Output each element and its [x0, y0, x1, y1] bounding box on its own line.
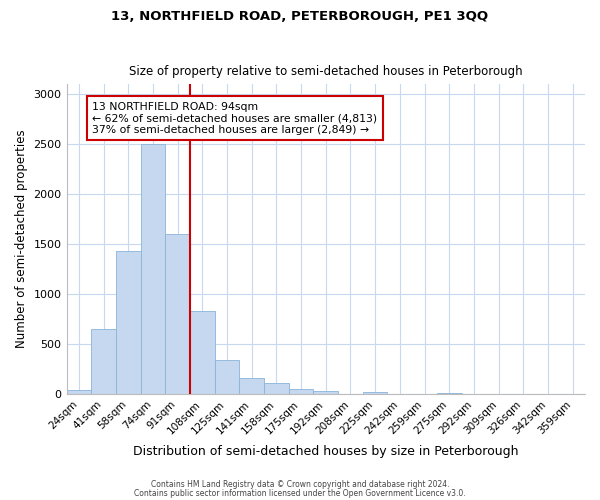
Bar — [313, 392, 338, 394]
X-axis label: Distribution of semi-detached houses by size in Peterborough: Distribution of semi-detached houses by … — [133, 444, 518, 458]
Text: 13 NORTHFIELD ROAD: 94sqm
← 62% of semi-detached houses are smaller (4,813)
37% : 13 NORTHFIELD ROAD: 94sqm ← 62% of semi-… — [92, 102, 377, 135]
Bar — [165, 234, 190, 394]
Bar — [363, 392, 388, 394]
Bar — [289, 390, 313, 394]
Bar — [91, 330, 116, 394]
Bar — [239, 378, 264, 394]
Text: Contains public sector information licensed under the Open Government Licence v3: Contains public sector information licen… — [134, 488, 466, 498]
Bar — [190, 312, 215, 394]
Title: Size of property relative to semi-detached houses in Peterborough: Size of property relative to semi-detach… — [129, 66, 523, 78]
Bar — [67, 390, 91, 394]
Bar — [140, 144, 165, 395]
Text: 13, NORTHFIELD ROAD, PETERBOROUGH, PE1 3QQ: 13, NORTHFIELD ROAD, PETERBOROUGH, PE1 3… — [112, 10, 488, 23]
Bar — [116, 251, 140, 394]
Bar — [215, 360, 239, 394]
Y-axis label: Number of semi-detached properties: Number of semi-detached properties — [15, 130, 28, 348]
Text: Contains HM Land Registry data © Crown copyright and database right 2024.: Contains HM Land Registry data © Crown c… — [151, 480, 449, 489]
Bar — [264, 384, 289, 394]
